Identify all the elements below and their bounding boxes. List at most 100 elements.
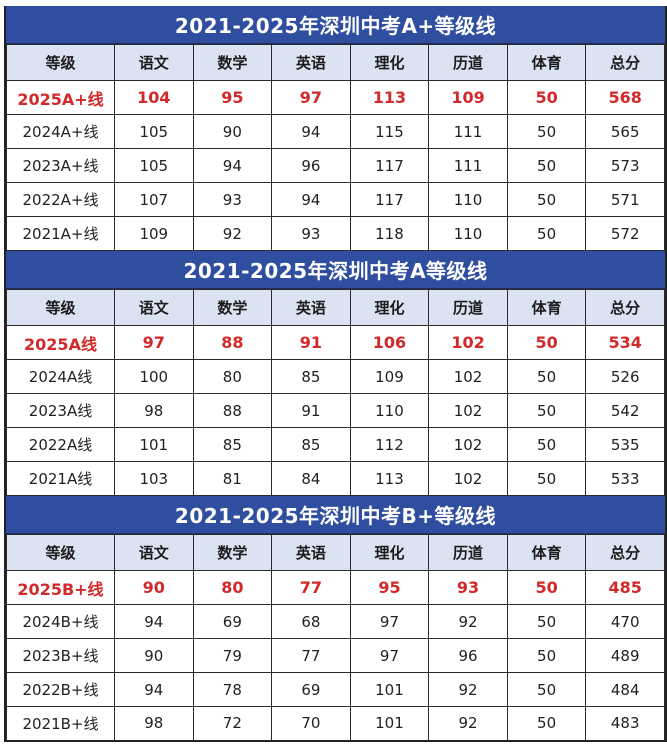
cell-english: 94 (271, 114, 351, 149)
cell-pe: 50 (506, 359, 587, 394)
cell-total: 533 (585, 461, 665, 496)
cell-english: 77 (271, 638, 351, 673)
header-english: 英语 (271, 44, 351, 81)
cell-grade: 2024B+线 (6, 604, 115, 639)
cell-pe: 50 (506, 80, 587, 115)
cell-math: 80 (192, 359, 273, 394)
cell-physics-chem: 106 (349, 325, 430, 360)
cell-physics-chem: 109 (349, 359, 430, 394)
cell-total: 484 (585, 672, 665, 707)
header-row: 等级 语文 数学 英语 理化 历道 体育 总分 (6, 44, 665, 81)
table-row: 2024A+线 105 90 94 115 111 50 565 (6, 114, 665, 149)
table-row: 2021A+线 109 92 93 118 110 50 572 (6, 216, 665, 251)
header-grade: 等级 (6, 44, 115, 81)
header-physics-chem: 理化 (349, 534, 430, 571)
cell-pe: 50 (506, 570, 587, 605)
cell-math: 90 (192, 114, 273, 149)
header-chinese: 语文 (114, 534, 194, 571)
cell-chinese: 100 (114, 359, 194, 394)
section-a-plus: 2021-2025年深圳中考A+等级线 等级 语文 数学 英语 理化 历道 体育… (6, 6, 665, 251)
cell-total: 470 (585, 604, 665, 639)
cell-physics-chem: 117 (349, 182, 430, 217)
cell-grade: 2023B+线 (6, 638, 115, 673)
cell-physics-chem: 97 (349, 604, 430, 639)
cell-history-ethics: 93 (428, 570, 508, 605)
score-table: 等级 语文 数学 英语 理化 历道 体育 总分 2025B+线 90 80 77… (6, 534, 665, 742)
cell-total: 573 (585, 148, 665, 183)
cell-physics-chem: 95 (349, 570, 430, 605)
table-row: 2023B+线 90 79 77 97 96 50 489 (6, 638, 665, 673)
cell-history-ethics: 102 (428, 427, 508, 462)
table-row: 2022A线 101 85 85 112 102 50 535 (6, 427, 665, 462)
cell-grade: 2022B+线 (6, 672, 115, 707)
table-row: 2021B+线 98 72 70 101 92 50 483 (6, 706, 665, 742)
cell-pe: 50 (506, 325, 587, 360)
header-math: 数学 (192, 534, 273, 571)
table-row: 2025B+线 90 80 77 95 93 50 485 (6, 570, 665, 605)
cell-physics-chem: 110 (349, 393, 430, 428)
cell-grade: 2021B+线 (6, 706, 115, 742)
section-title: 2021-2025年深圳中考A等级线 (6, 251, 665, 289)
table-row: 2023A线 98 88 91 110 102 50 542 (6, 393, 665, 428)
cell-pe: 50 (506, 461, 587, 496)
section-b-plus: 2021-2025年深圳中考B+等级线 等级 语文 数学 英语 理化 历道 体育… (6, 496, 665, 742)
cell-english: 69 (271, 672, 351, 707)
cell-history-ethics: 102 (428, 393, 508, 428)
cell-chinese: 94 (114, 604, 194, 639)
cell-grade: 2022A+线 (6, 182, 115, 217)
cell-english: 91 (271, 325, 351, 360)
cell-chinese: 90 (114, 638, 194, 673)
cell-history-ethics: 110 (428, 216, 508, 251)
section-title: 2021-2025年深圳中考A+等级线 (6, 6, 665, 44)
table-row: 2022B+线 94 78 69 101 92 50 484 (6, 672, 665, 707)
header-physics-chem: 理化 (349, 289, 430, 326)
cell-english: 91 (271, 393, 351, 428)
cell-chinese: 98 (114, 393, 194, 428)
cell-math: 79 (192, 638, 273, 673)
cell-physics-chem: 115 (349, 114, 430, 149)
cell-physics-chem: 101 (349, 706, 430, 742)
table-row: 2024A线 100 80 85 109 102 50 526 (6, 359, 665, 394)
cell-english: 96 (271, 148, 351, 183)
cell-math: 95 (192, 80, 273, 115)
header-history-ethics: 历道 (428, 44, 508, 81)
cell-grade: 2024A+线 (6, 114, 115, 149)
section-a: 2021-2025年深圳中考A等级线 等级 语文 数学 英语 理化 历道 体育 … (6, 251, 665, 496)
cell-pe: 50 (506, 148, 587, 183)
cell-chinese: 105 (114, 148, 194, 183)
cell-math: 88 (192, 393, 273, 428)
cell-pe: 50 (506, 638, 587, 673)
cell-grade: 2023A线 (6, 393, 115, 428)
cell-english: 93 (271, 216, 351, 251)
cell-chinese: 97 (114, 325, 194, 360)
cell-grade: 2024A线 (6, 359, 115, 394)
cell-chinese: 101 (114, 427, 194, 462)
cell-history-ethics: 109 (428, 80, 508, 115)
score-tables: 2021-2025年深圳中考A+等级线 等级 语文 数学 英语 理化 历道 体育… (4, 6, 667, 742)
cell-pe: 50 (506, 604, 587, 639)
cell-history-ethics: 111 (428, 148, 508, 183)
header-grade: 等级 (6, 534, 115, 571)
cell-total: 565 (585, 114, 665, 149)
cell-history-ethics: 92 (428, 672, 508, 707)
header-grade: 等级 (6, 289, 115, 326)
cell-pe: 50 (506, 427, 587, 462)
section-title: 2021-2025年深圳中考B+等级线 (6, 496, 665, 534)
cell-total: 489 (585, 638, 665, 673)
cell-pe: 50 (506, 393, 587, 428)
cell-english: 97 (271, 80, 351, 115)
cell-pe: 50 (506, 114, 587, 149)
cell-grade: 2025A+线 (6, 80, 115, 115)
header-math: 数学 (192, 289, 273, 326)
cell-history-ethics: 102 (428, 325, 508, 360)
cell-math: 78 (192, 672, 273, 707)
cell-pe: 50 (506, 672, 587, 707)
cell-pe: 50 (506, 216, 587, 251)
cell-chinese: 90 (114, 570, 194, 605)
cell-grade: 2021A线 (6, 461, 115, 496)
header-history-ethics: 历道 (428, 289, 508, 326)
cell-grade: 2025B+线 (6, 570, 115, 605)
header-chinese: 语文 (114, 289, 194, 326)
cell-total: 534 (585, 325, 665, 360)
cell-total: 542 (585, 393, 665, 428)
